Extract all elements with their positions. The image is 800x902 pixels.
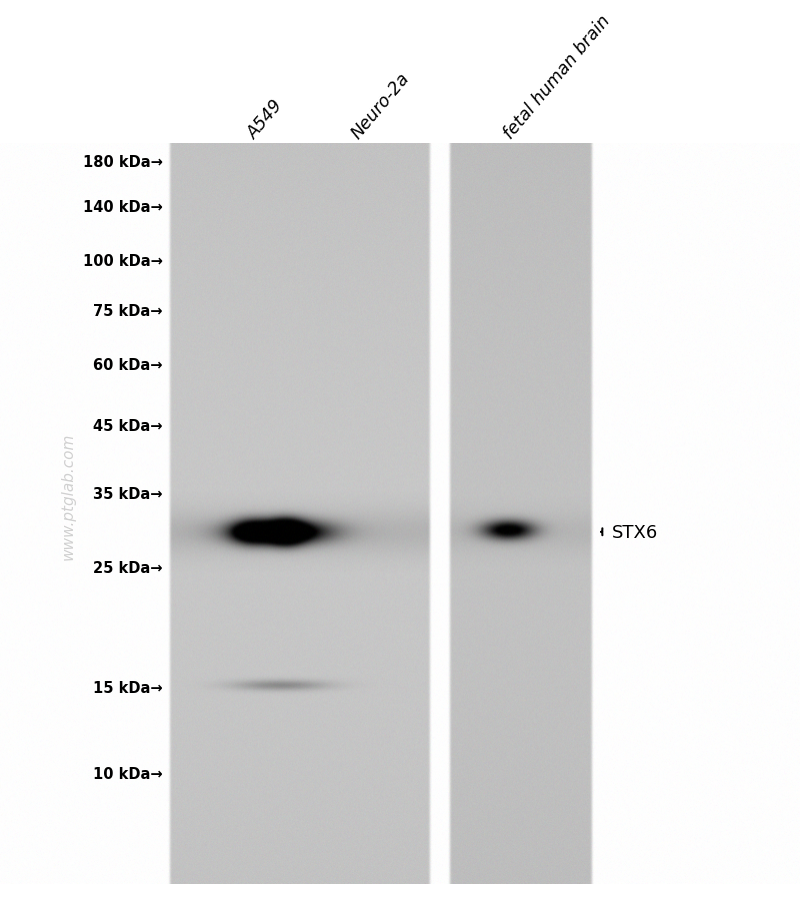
Text: 75 kDa→: 75 kDa→ [93, 304, 162, 318]
Text: 180 kDa→: 180 kDa→ [82, 155, 162, 170]
Text: 140 kDa→: 140 kDa→ [82, 200, 162, 215]
Text: 35 kDa→: 35 kDa→ [93, 487, 162, 502]
Text: 45 kDa→: 45 kDa→ [93, 419, 162, 433]
Text: Neuro-2a: Neuro-2a [348, 69, 414, 143]
Text: fetal human brain: fetal human brain [500, 12, 614, 143]
Text: 60 kDa→: 60 kDa→ [93, 358, 162, 373]
Text: A549: A549 [244, 97, 286, 143]
Text: 10 kDa→: 10 kDa→ [93, 767, 162, 781]
Text: www.ptglab.com: www.ptglab.com [61, 432, 75, 560]
Text: STX6: STX6 [612, 523, 658, 541]
Text: 100 kDa→: 100 kDa→ [82, 254, 162, 269]
Text: 25 kDa→: 25 kDa→ [93, 561, 162, 575]
Text: 15 kDa→: 15 kDa→ [93, 681, 162, 695]
